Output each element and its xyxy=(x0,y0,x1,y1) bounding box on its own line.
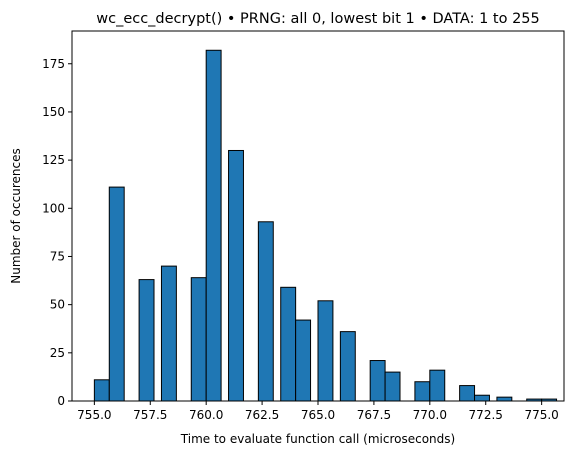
x-tick-label: 765.0 xyxy=(301,408,335,422)
x-tick-label: 772.5 xyxy=(469,408,503,422)
y-tick-label: 125 xyxy=(42,153,65,167)
x-tick-label: 770.0 xyxy=(413,408,447,422)
histogram-bar xyxy=(474,394,490,402)
y-tick-label: 25 xyxy=(50,346,65,360)
bars-layer xyxy=(93,49,558,402)
x-tick-label: 757.5 xyxy=(133,408,167,422)
histogram-bar xyxy=(295,319,312,402)
histogram-bar xyxy=(93,379,110,402)
y-tick-label: 75 xyxy=(50,249,65,263)
histogram-bar xyxy=(317,300,334,402)
y-tick-label: 100 xyxy=(42,201,65,215)
x-tick-label: 762.5 xyxy=(245,408,279,422)
x-axis-ticks: 755.0 757.5 760.0 762.5 765.0 767.5 770.0 772.5… xyxy=(77,401,559,422)
x-tick-label: 767.5 xyxy=(357,408,391,422)
histogram-bar xyxy=(280,286,297,402)
histogram-bar xyxy=(459,385,476,402)
histogram-bar xyxy=(496,396,513,402)
histogram-bar xyxy=(414,381,431,402)
y-tick-label: 0 xyxy=(57,394,65,408)
histogram-bar xyxy=(160,265,177,402)
histogram-bar xyxy=(369,360,386,402)
x-tick-label: 755.0 xyxy=(77,408,111,422)
y-tick-label: 50 xyxy=(50,298,65,312)
histogram-bar xyxy=(429,369,446,402)
histogram-bar xyxy=(228,149,244,402)
histogram-bar xyxy=(339,331,356,402)
histogram-bar xyxy=(205,49,222,402)
histogram-bar xyxy=(384,371,401,402)
y-axis-label: Number of occurences xyxy=(9,148,23,283)
x-tick-label: 760.0 xyxy=(189,408,223,422)
y-tick-label: 175 xyxy=(42,57,65,71)
chart-title: wc_ecc_decrypt() • PRNG: all 0, lowest b… xyxy=(96,11,540,27)
x-axis-label: Time to evaluate function call (microsec… xyxy=(180,432,455,446)
y-tick-label: 150 xyxy=(42,105,65,119)
y-axis-ticks: 0 25 50 75 100 125 150 175 xyxy=(42,57,72,408)
histogram-bar xyxy=(257,221,274,402)
histogram-bar xyxy=(138,279,155,402)
histogram-bar xyxy=(190,277,207,402)
histogram-bar xyxy=(108,186,125,402)
x-tick-label: 775.0 xyxy=(524,408,558,422)
